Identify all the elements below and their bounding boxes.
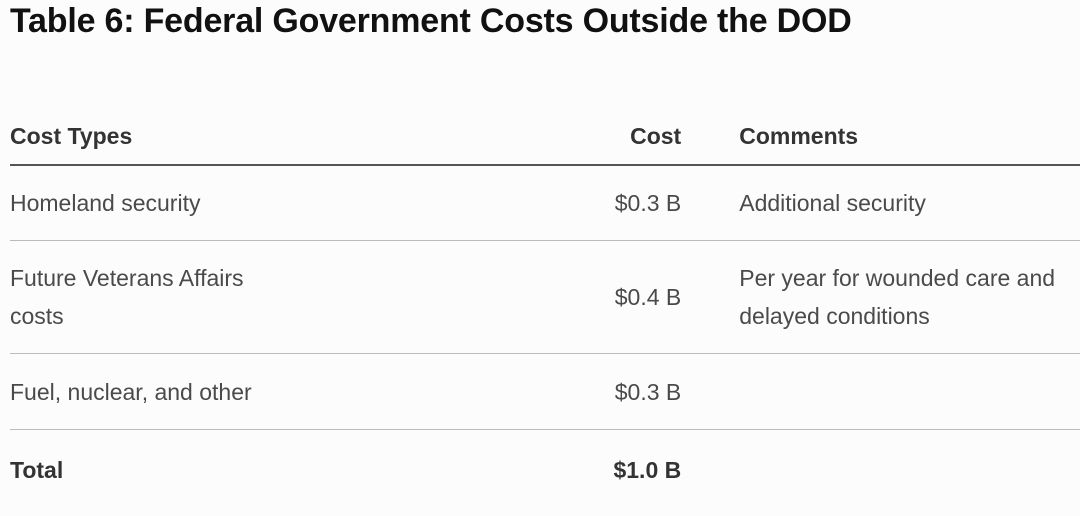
header-row: Cost Types Cost Comments (10, 108, 1080, 166)
cost-table: Cost Types Cost Comments Homeland securi… (10, 108, 1080, 510)
cell: Additional security (681, 165, 1080, 241)
cell: Future Veterans Affairs costs (10, 240, 311, 354)
cell: Fuel, nuclear, and other (10, 353, 311, 430)
cell: $0.3 B (310, 165, 682, 241)
cell (681, 353, 1080, 430)
header-cell: Cost (310, 108, 682, 166)
cell: Per year for wounded care and delayed co… (681, 240, 1080, 354)
cell: $1.0 B (613, 457, 682, 483)
cell: Total (10, 457, 64, 483)
header-cell: Cost Types (10, 108, 311, 166)
cell (681, 430, 1080, 511)
table-row: Future Veterans Affairs costs $0.4 B Per… (10, 240, 1080, 354)
cell: $0.3 B (310, 353, 682, 430)
cell: Homeland security (10, 165, 311, 241)
total-row: Total $1.0 B (10, 430, 1080, 511)
cell: $0.4 B (310, 240, 682, 354)
table-row: Fuel, nuclear, and other $0.3 B (10, 353, 1080, 430)
table-title: Table 6: Federal Government Costs Outsid… (10, 2, 852, 40)
table-row: Homeland security $0.3 B Additional secu… (10, 165, 1080, 241)
header-cell: Comments (681, 108, 1080, 166)
